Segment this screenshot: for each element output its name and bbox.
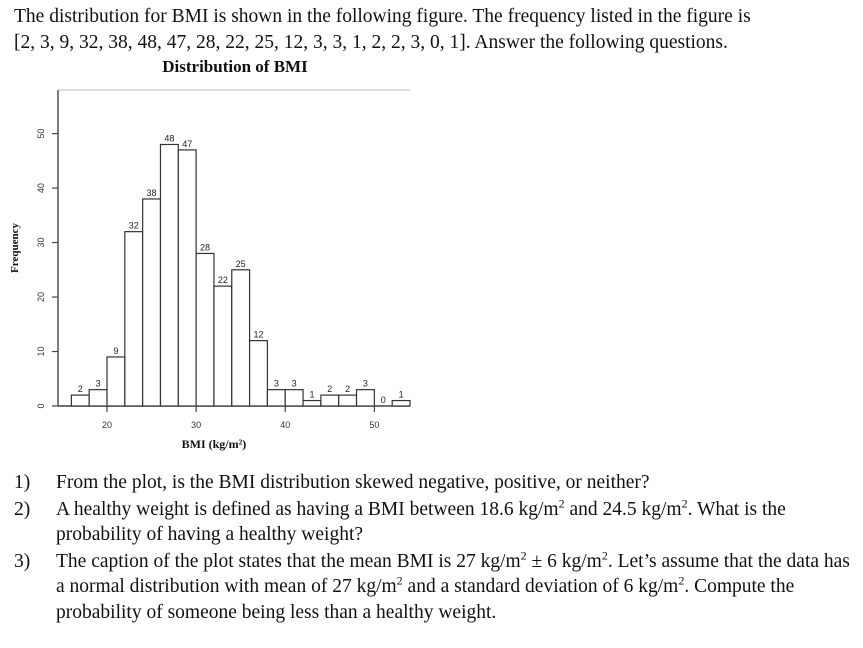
y-tick-label: 30 — [36, 238, 46, 248]
bar-data-label: 48 — [164, 133, 174, 143]
bar-data-label: 2 — [78, 384, 83, 394]
histogram-bar — [391, 399, 411, 407]
question-text: From the plot, is the BMI distribution s… — [56, 472, 650, 493]
histogram-bar — [106, 356, 126, 407]
question-number: 2) — [14, 498, 31, 520]
bar-data-label: 22 — [218, 275, 228, 285]
x-axis-title: BMI (kg/m²) — [182, 437, 247, 451]
bar-data-label: 32 — [129, 221, 139, 231]
problem-intro: The distribution for BMI is shown in the… — [14, 4, 854, 56]
histogram-bar — [177, 149, 197, 407]
bar-data-label: 12 — [253, 330, 263, 340]
question-item: 2) A healthy weight is defined as having… — [14, 497, 854, 548]
bar-data-label: 2 — [345, 384, 350, 394]
histogram-bar — [88, 389, 108, 407]
bar-data-label: 3 — [274, 379, 279, 389]
histogram-bar — [338, 394, 358, 407]
question-number: 1) — [14, 472, 31, 493]
x-tick-label: 20 — [102, 420, 112, 430]
question-list: 1) From the plot, is the BMI distributio… — [14, 470, 854, 626]
x-tick-label: 30 — [191, 420, 201, 430]
bar-data-label: 2 — [327, 384, 332, 394]
chart-title: Distribution of BMI — [162, 57, 308, 76]
bar-data-label: 3 — [96, 379, 101, 389]
bar-data-label: 3 — [363, 379, 368, 389]
y-axis-title: Frequency — [9, 223, 21, 273]
histogram-bar — [142, 198, 162, 407]
bar-data-label: 25 — [236, 259, 246, 269]
intro-line-2: [2, 3, 9, 32, 38, 48, 47, 28, 22, 25, 12… — [14, 32, 728, 53]
bar-data-label: 3 — [292, 379, 297, 389]
histogram-bar — [195, 252, 215, 407]
histogram-bar — [284, 389, 304, 407]
histogram-bar — [231, 269, 251, 407]
question-text: A healthy weight is defined as having a … — [56, 496, 786, 545]
question-text: The caption of the plot states that the … — [56, 548, 850, 623]
question-number: 3) — [14, 550, 31, 572]
bar-data-label: 9 — [113, 346, 118, 356]
histogram-bar — [159, 143, 179, 407]
histogram-bar — [70, 394, 90, 407]
histogram-bar — [213, 285, 233, 407]
bar-data-label: 38 — [147, 188, 157, 198]
y-tick-label: 50 — [36, 129, 46, 139]
histogram-bar — [248, 340, 269, 407]
bar-data-label: 28 — [200, 242, 210, 252]
y-tick-label: 40 — [36, 183, 46, 193]
question-item: 3) The caption of the plot states that t… — [14, 549, 854, 626]
histogram-bar — [302, 399, 322, 407]
intro-line-1: The distribution for BMI is shown in the… — [14, 6, 751, 27]
y-tick-label: 20 — [36, 292, 46, 302]
x-tick-label: 40 — [280, 420, 290, 430]
bar-data-label: 47 — [182, 139, 192, 149]
histogram-bar — [266, 389, 286, 407]
question-item: 1) From the plot, is the BMI distributio… — [14, 470, 854, 496]
y-tick-label: 10 — [36, 347, 46, 357]
bar-data-label: 1 — [309, 390, 314, 400]
y-tick-label: 0 — [36, 403, 46, 408]
histogram-bar — [355, 389, 375, 407]
bar-data-label: 1 — [399, 390, 404, 400]
histogram-bar — [124, 231, 144, 407]
histogram-bar — [320, 394, 340, 407]
x-tick-label: 50 — [369, 420, 379, 430]
bar-data-label: 0 — [381, 395, 386, 405]
